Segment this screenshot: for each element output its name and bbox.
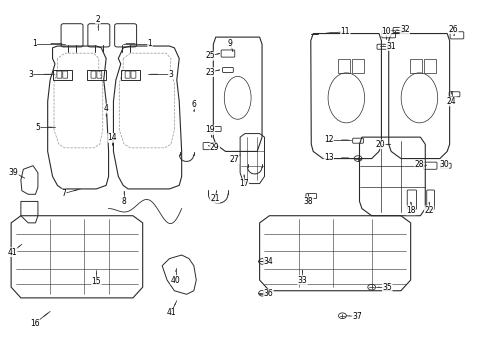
Text: 36: 36 (264, 289, 273, 298)
Text: 14: 14 (108, 133, 117, 142)
Text: 1: 1 (32, 39, 37, 48)
Text: 19: 19 (205, 126, 215, 135)
Text: 17: 17 (239, 179, 249, 188)
Text: 1: 1 (147, 39, 152, 48)
Text: 32: 32 (400, 26, 410, 35)
Text: 11: 11 (341, 27, 350, 36)
Text: 5: 5 (35, 123, 40, 132)
Text: 7: 7 (61, 189, 66, 198)
Bar (121, 69, 140, 80)
Bar (410, 59, 422, 73)
Text: 24: 24 (447, 97, 456, 106)
Text: 28: 28 (415, 161, 424, 170)
Text: 4: 4 (104, 104, 109, 113)
Bar (53, 69, 72, 80)
Text: 41: 41 (166, 309, 176, 318)
Text: 6: 6 (192, 100, 196, 109)
Text: 2: 2 (96, 15, 100, 24)
Text: 31: 31 (386, 41, 396, 50)
Text: 23: 23 (205, 68, 215, 77)
Text: 12: 12 (324, 135, 334, 144)
Text: 18: 18 (406, 206, 416, 215)
Bar (424, 59, 437, 73)
Text: 39: 39 (9, 168, 19, 177)
Text: 22: 22 (424, 206, 434, 215)
Text: 34: 34 (264, 257, 273, 266)
Text: 25: 25 (205, 51, 215, 60)
Text: 16: 16 (30, 319, 39, 328)
Text: 30: 30 (439, 161, 449, 170)
Text: 10: 10 (382, 27, 391, 36)
Text: 33: 33 (297, 275, 307, 284)
Bar (87, 69, 106, 80)
Text: 38: 38 (303, 197, 313, 206)
Text: 29: 29 (210, 143, 220, 152)
Text: 40: 40 (171, 275, 181, 284)
Text: 8: 8 (122, 197, 126, 206)
Text: 15: 15 (92, 277, 101, 286)
Bar (338, 59, 350, 73)
Text: 37: 37 (352, 312, 362, 321)
Text: 41: 41 (7, 248, 17, 257)
Text: 3: 3 (28, 70, 33, 79)
Text: 20: 20 (376, 140, 385, 149)
Text: 21: 21 (210, 194, 220, 203)
Text: 9: 9 (228, 39, 233, 48)
Text: 3: 3 (169, 70, 173, 79)
Text: 26: 26 (449, 25, 458, 34)
Text: 13: 13 (324, 153, 334, 162)
Text: 35: 35 (382, 283, 392, 292)
Text: 27: 27 (229, 155, 239, 164)
Bar (352, 59, 365, 73)
